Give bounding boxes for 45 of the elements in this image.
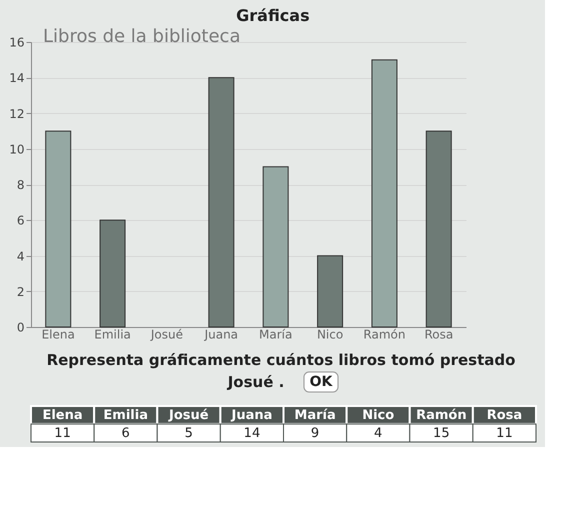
text: Representa gráficamente cuántos libros tomó prestado (46, 351, 516, 369)
y-tick-label: 16 (9, 36, 24, 50)
category-label: Elena (42, 408, 83, 423)
y-tick-label: 12 (9, 106, 24, 121)
bar (45, 130, 72, 328)
y-tick-label: 10 (9, 142, 24, 156)
category-label: María (294, 408, 336, 423)
bar (262, 166, 289, 328)
y-tick-label: 8 (16, 178, 24, 192)
category-label: Josué (168, 408, 209, 423)
chart-subtitle: Libros de la biblioteca (43, 26, 240, 47)
text: Josué . (226, 373, 284, 391)
x-tick-label: Josué (150, 328, 183, 342)
y-tick-label: 14 (9, 71, 24, 86)
data-label: 5 (184, 426, 193, 441)
bar (100, 220, 126, 328)
x-tick-label: Juana (204, 328, 238, 342)
data-label: 6 (122, 426, 130, 441)
x-tick-label: Nico (316, 328, 344, 342)
y-tick-label: 2 (16, 284, 24, 299)
category-label: Nico (362, 408, 394, 423)
data-label: 11 (496, 426, 513, 441)
x-tick-label: Elena (42, 328, 75, 342)
bar (371, 59, 398, 328)
data-label: 9 (310, 426, 320, 441)
data-label: 11 (54, 426, 71, 441)
data-label: 14 (244, 426, 260, 441)
x-tick-label: Rosa (424, 328, 454, 342)
bar (208, 77, 234, 328)
category-label: Juana (230, 408, 272, 423)
category-label: Emilia (103, 408, 148, 423)
y-tick-label: 6 (16, 214, 24, 228)
text: OK (310, 374, 334, 390)
y-tick-label: 0 (16, 320, 24, 334)
category-label: Ramón (416, 408, 467, 423)
x-tick-label: Ramón (363, 328, 406, 342)
data-label: 4 (374, 426, 382, 441)
category-label: Rosa (486, 408, 522, 423)
x-tick-label: Emilia (94, 328, 131, 342)
bar (317, 255, 344, 328)
y-tick-label: 4 (16, 249, 24, 264)
x-tick-label: María (259, 328, 292, 342)
chart-title: Gráficas (236, 6, 310, 25)
bar (426, 130, 452, 328)
data-label: 15 (433, 426, 450, 441)
